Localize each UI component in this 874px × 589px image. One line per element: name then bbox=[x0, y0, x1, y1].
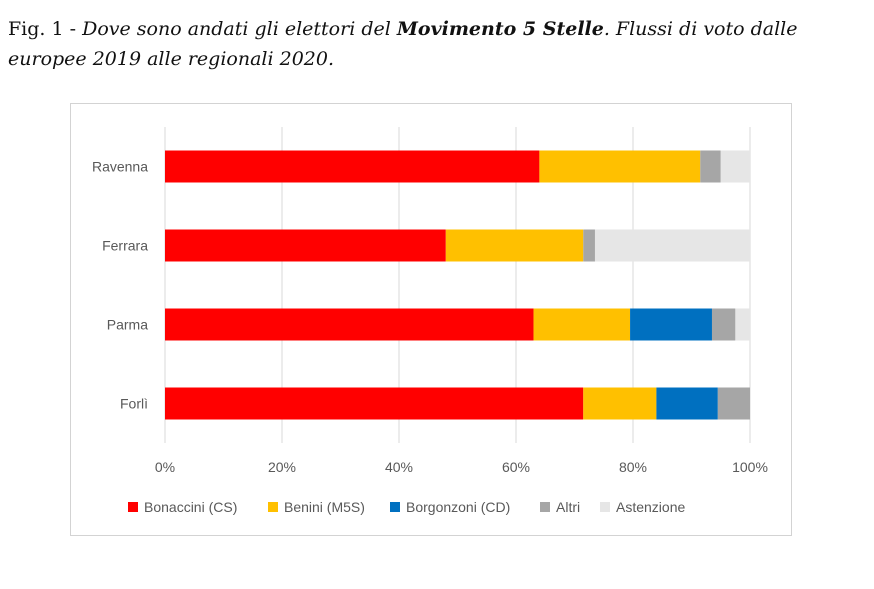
bar-segment bbox=[533, 308, 631, 341]
bar-segment bbox=[717, 387, 750, 420]
category-label: Ferrara bbox=[102, 238, 148, 254]
bar-segment bbox=[630, 308, 712, 341]
x-tick-label: 20% bbox=[268, 459, 296, 475]
bar-segment bbox=[656, 387, 718, 420]
caption-bold: Movimento 5 Stelle bbox=[396, 18, 604, 40]
category-label: Ravenna bbox=[92, 159, 148, 175]
bar-segment bbox=[583, 387, 657, 420]
bar-segment bbox=[700, 150, 721, 183]
bar-segment bbox=[165, 229, 446, 262]
legend-swatch bbox=[128, 502, 138, 512]
x-tick-labels: 0% 20% 40% 60% 80% 100% bbox=[155, 459, 768, 475]
legend-label: Astenzione bbox=[616, 499, 685, 515]
category-label: Forlì bbox=[120, 396, 148, 412]
legend-swatch bbox=[540, 502, 550, 512]
x-tick-label: 60% bbox=[502, 459, 530, 475]
legend-label: Borgonzoni (CD) bbox=[406, 499, 510, 515]
bars bbox=[165, 150, 750, 420]
legend: Bonaccini (CS) Benini (M5S) Borgonzoni (CD… bbox=[128, 499, 685, 515]
legend-label: Bonaccini (CS) bbox=[144, 499, 237, 515]
caption-prefix: Fig. 1 - bbox=[8, 18, 83, 40]
bar-segment bbox=[735, 308, 750, 341]
bar-segment bbox=[594, 229, 750, 262]
caption-rest: . Flussi di voto dalle europee 2019 alle… bbox=[8, 18, 798, 70]
legend-label: Altri bbox=[556, 499, 580, 515]
x-tick-label: 80% bbox=[619, 459, 647, 475]
legend-swatch bbox=[268, 502, 278, 512]
bar-segment bbox=[165, 150, 540, 183]
figure-caption: Fig. 1 - Dove sono andati gli elettori d… bbox=[8, 14, 858, 74]
bar-segment bbox=[445, 229, 584, 262]
bar-segment bbox=[720, 150, 750, 183]
bar-segment bbox=[165, 308, 534, 341]
legend-swatch bbox=[390, 502, 400, 512]
bar-segment bbox=[165, 387, 584, 420]
x-tick-label: 0% bbox=[155, 459, 175, 475]
bar-segment bbox=[711, 308, 736, 341]
category-label: Parma bbox=[107, 317, 148, 333]
x-tick-label: 40% bbox=[385, 459, 413, 475]
bar-segment bbox=[583, 229, 595, 262]
x-tick-label: 100% bbox=[732, 459, 768, 475]
legend-label: Benini (M5S) bbox=[284, 499, 365, 515]
bar-segment bbox=[539, 150, 701, 183]
legend-swatch bbox=[600, 502, 610, 512]
category-labels: Ravenna Ferrara Parma Forlì bbox=[92, 159, 148, 412]
caption-italic: Dove sono andati gli elettori del bbox=[82, 18, 397, 40]
